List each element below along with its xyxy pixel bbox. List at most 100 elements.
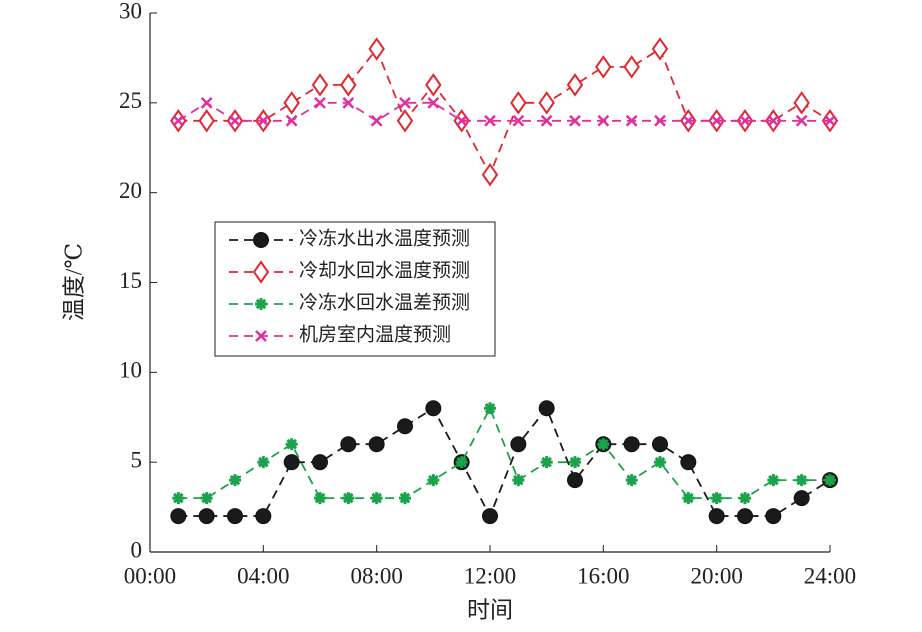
x-tick-label: 24:00 [804, 563, 856, 588]
series-line [178, 406, 830, 499]
marker [824, 114, 836, 127]
marker [569, 456, 581, 469]
marker [229, 474, 241, 487]
marker [285, 438, 298, 451]
y-tick-label: 0 [131, 537, 143, 562]
marker [651, 37, 669, 61]
marker [682, 114, 695, 127]
marker [285, 114, 298, 127]
legend-label: 冷冻水出水温度预测 [299, 227, 470, 249]
legend-label: 冷却水回水温度预测 [299, 259, 470, 281]
marker [200, 492, 213, 505]
marker [255, 330, 267, 342]
marker [510, 91, 527, 115]
marker [399, 96, 411, 109]
legend-label: 机房室内温度预测 [299, 323, 451, 345]
marker [682, 492, 695, 505]
series-line [177, 101, 830, 122]
y-tick-label: 15 [119, 268, 142, 293]
marker [200, 96, 213, 109]
marker [399, 492, 411, 505]
marker [172, 492, 185, 505]
marker [538, 400, 555, 417]
marker [623, 436, 640, 453]
marker [739, 114, 751, 127]
marker [710, 114, 723, 127]
marker [793, 91, 810, 115]
marker [227, 508, 243, 525]
marker [314, 492, 326, 505]
marker [170, 508, 187, 525]
marker [482, 508, 498, 525]
x-tick-label: 12:00 [464, 563, 516, 588]
marker [370, 114, 383, 127]
marker [396, 109, 414, 133]
y-tick-label: 5 [131, 447, 143, 472]
marker [172, 114, 185, 127]
marker [824, 474, 836, 487]
marker [427, 474, 440, 487]
marker [512, 474, 525, 487]
marker [255, 508, 272, 525]
marker [342, 492, 355, 505]
marker [595, 55, 612, 79]
x-axis-title: 时间 [467, 597, 513, 622]
marker [795, 474, 808, 487]
marker [342, 96, 355, 109]
marker [484, 114, 496, 127]
marker [229, 114, 241, 127]
marker [484, 402, 496, 415]
marker [510, 436, 527, 453]
marker [257, 456, 270, 469]
marker [793, 490, 810, 507]
y-axis-title: 温度/℃ [61, 243, 86, 321]
x-tick-label: 20:00 [690, 563, 742, 588]
marker [314, 96, 326, 109]
marker [427, 96, 440, 109]
marker [680, 454, 697, 471]
marker [652, 436, 668, 453]
marker [425, 73, 442, 97]
marker [283, 91, 300, 115]
series-line [178, 406, 831, 519]
marker [623, 55, 640, 79]
marker [654, 114, 666, 127]
marker [455, 114, 468, 127]
marker [311, 73, 329, 97]
marker [312, 454, 328, 471]
marker [198, 508, 215, 525]
marker [540, 456, 553, 469]
marker [512, 114, 525, 127]
marker [739, 492, 751, 505]
marker [425, 400, 442, 417]
marker [569, 114, 581, 127]
marker [283, 454, 300, 471]
y-tick-label: 10 [119, 358, 142, 383]
marker [253, 232, 269, 248]
marker [710, 492, 723, 505]
y-tick-label: 25 [119, 88, 142, 113]
marker [625, 114, 638, 127]
marker [481, 162, 499, 187]
marker [597, 114, 610, 127]
marker [625, 474, 638, 487]
marker [737, 508, 753, 525]
marker [340, 436, 357, 453]
x-tick-label: 00:00 [124, 563, 176, 588]
legend-label: 冷冻水回水温差预测 [299, 291, 470, 313]
marker [767, 474, 780, 487]
marker [538, 91, 555, 115]
marker [767, 114, 780, 127]
marker [252, 260, 270, 284]
marker [368, 37, 385, 61]
marker [597, 438, 610, 451]
marker [455, 456, 468, 469]
marker [255, 298, 267, 310]
marker [198, 109, 215, 133]
marker [340, 73, 357, 97]
marker [540, 114, 553, 127]
marker [368, 436, 385, 453]
y-tick-label: 30 [119, 0, 142, 23]
